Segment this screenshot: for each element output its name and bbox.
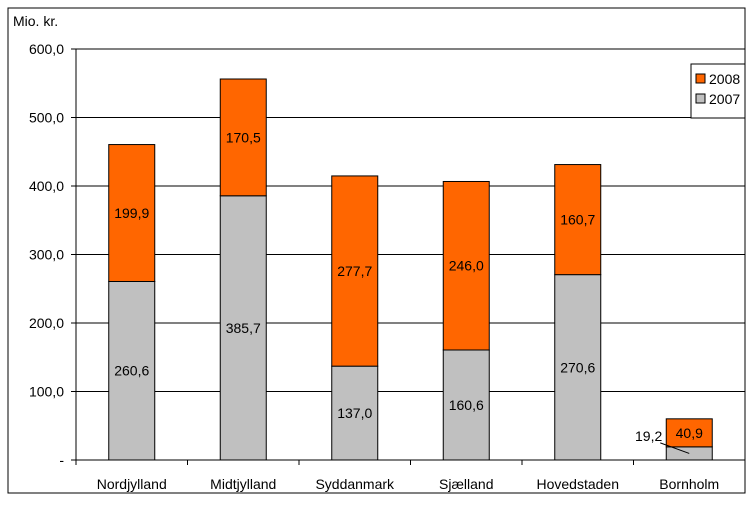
data-label-bg <box>447 257 485 274</box>
data-label-bg <box>447 396 485 413</box>
data-label-bg <box>336 405 374 422</box>
x-tick-label: Syddanmark <box>315 476 395 492</box>
x-tick-label: Bornholm <box>659 476 719 492</box>
legend-swatch-2007 <box>695 93 706 104</box>
data-label: 160,7 <box>560 212 595 228</box>
data-label-bg <box>559 211 597 228</box>
data-label: 199,9 <box>114 205 149 221</box>
data-label-bg <box>559 359 597 376</box>
x-tick-label: Midtjylland <box>210 476 276 492</box>
data-label: 170,5 <box>226 129 261 145</box>
y-tick-label: 200,0 <box>29 315 64 331</box>
data-label: 40,9 <box>676 425 703 441</box>
data-label: 160,6 <box>449 397 484 413</box>
data-label-bg <box>674 424 705 441</box>
legend-swatch-2008 <box>695 73 706 84</box>
data-label-bg <box>224 319 262 336</box>
data-label: 260,6 <box>114 363 149 379</box>
data-label: 246,0 <box>449 258 484 274</box>
data-label: 385,7 <box>226 320 261 336</box>
data-label: 270,6 <box>560 359 595 375</box>
data-label-bg <box>224 129 262 146</box>
data-label: 277,7 <box>337 263 372 279</box>
data-label-bg <box>113 205 151 222</box>
y-tick-label: 100,0 <box>29 384 64 400</box>
legend-label-2008: 2008 <box>709 71 740 87</box>
x-tick-label: Nordjylland <box>97 476 167 492</box>
legend-label-2007: 2007 <box>709 91 740 107</box>
y-tick-label: 400,0 <box>29 178 64 194</box>
data-label: 19,2 <box>635 428 662 444</box>
y-axis-label: Mio. kr. <box>13 13 58 29</box>
x-tick-label: Hovedstaden <box>536 476 619 492</box>
y-tick-label: 600,0 <box>29 41 64 57</box>
legend-box <box>690 63 746 119</box>
y-tick-label: - <box>59 452 64 468</box>
leader-line <box>660 442 690 454</box>
x-tick-label: Sjælland <box>439 476 493 492</box>
y-tick-label: 300,0 <box>29 247 64 263</box>
data-label-bg <box>113 362 151 379</box>
data-label: 137,0 <box>337 405 372 421</box>
y-tick-label: 500,0 <box>29 110 64 126</box>
data-label-bg <box>336 263 374 280</box>
